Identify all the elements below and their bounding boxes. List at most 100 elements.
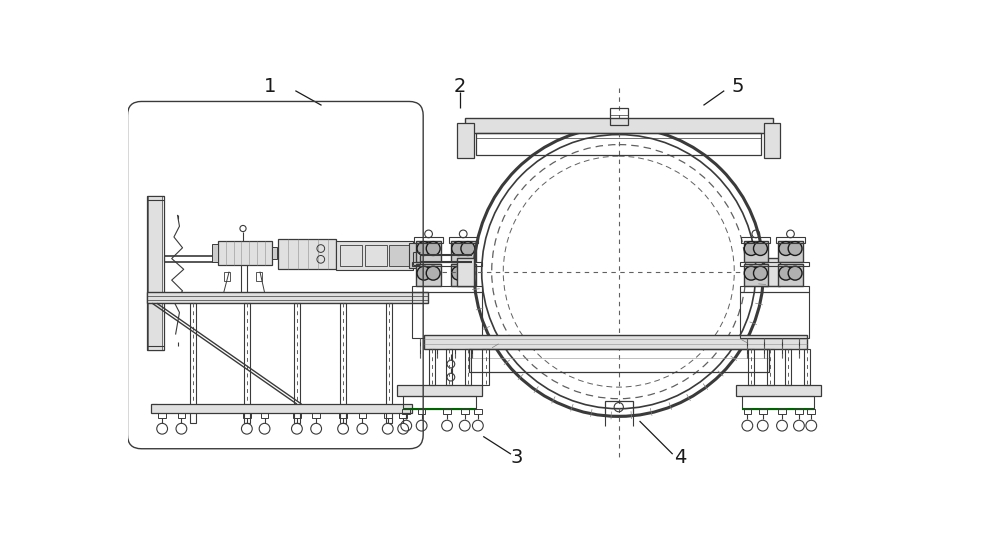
Bar	[740, 262, 809, 266]
Bar	[461, 410, 469, 414]
Text: 5: 5	[732, 77, 744, 96]
Bar	[403, 395, 476, 410]
Bar	[474, 410, 482, 414]
Bar	[465, 118, 773, 133]
Circle shape	[744, 242, 758, 256]
Bar	[610, 108, 628, 125]
Bar	[416, 241, 441, 262]
Bar	[384, 413, 392, 418]
Bar	[412, 262, 482, 266]
Bar	[190, 303, 196, 423]
Bar	[740, 286, 809, 292]
Bar	[451, 241, 476, 262]
Bar	[744, 264, 768, 286]
Bar	[389, 245, 410, 266]
Bar	[365, 245, 387, 266]
Bar	[457, 123, 474, 158]
Circle shape	[788, 266, 802, 280]
Bar	[336, 241, 413, 270]
Bar	[795, 410, 803, 414]
Bar	[742, 395, 814, 410]
Bar	[804, 349, 810, 385]
Bar	[151, 404, 412, 413]
Bar	[147, 293, 428, 303]
Bar	[465, 349, 471, 385]
Bar	[243, 413, 251, 418]
Bar	[476, 133, 761, 154]
Bar	[261, 413, 268, 418]
Bar	[358, 413, 366, 418]
Bar	[446, 349, 452, 385]
Bar	[744, 241, 768, 262]
Circle shape	[417, 266, 431, 280]
Bar	[148, 196, 162, 350]
Bar	[416, 264, 441, 286]
Circle shape	[452, 266, 466, 280]
Bar	[778, 264, 803, 286]
Bar	[278, 239, 336, 269]
Bar	[449, 237, 478, 243]
Circle shape	[779, 242, 793, 256]
Bar	[741, 237, 770, 243]
Bar	[807, 410, 815, 414]
Bar	[409, 243, 420, 268]
Bar	[293, 413, 301, 418]
Bar	[744, 410, 751, 414]
Bar	[451, 264, 476, 286]
Bar	[399, 413, 407, 418]
Bar	[402, 410, 410, 414]
Circle shape	[744, 266, 758, 280]
Bar	[748, 349, 754, 385]
Bar	[224, 271, 230, 281]
Bar	[429, 349, 435, 385]
Bar	[340, 245, 362, 266]
Bar	[740, 292, 809, 338]
Bar	[312, 413, 320, 418]
Bar	[178, 413, 185, 418]
Bar	[386, 303, 392, 423]
Circle shape	[417, 242, 431, 256]
Text: 3: 3	[510, 448, 523, 467]
Bar	[424, 335, 807, 349]
Bar	[412, 292, 482, 338]
Bar	[397, 385, 482, 395]
Bar	[147, 196, 164, 350]
Circle shape	[754, 242, 767, 256]
Circle shape	[426, 266, 440, 280]
Bar	[443, 410, 451, 414]
Bar	[767, 349, 774, 385]
Bar	[605, 401, 633, 415]
Bar	[340, 303, 346, 423]
Circle shape	[788, 242, 802, 256]
Circle shape	[461, 266, 475, 280]
Bar	[778, 410, 786, 414]
Circle shape	[779, 266, 793, 280]
Bar	[294, 303, 300, 423]
Bar	[256, 271, 262, 281]
Bar	[158, 413, 166, 418]
Bar	[469, 349, 769, 372]
Bar	[764, 123, 780, 158]
Bar	[218, 241, 272, 265]
Bar	[482, 349, 489, 385]
Text: 2: 2	[454, 77, 466, 96]
Circle shape	[452, 242, 466, 256]
Bar	[778, 241, 803, 262]
Bar	[764, 258, 780, 286]
Circle shape	[426, 242, 440, 256]
Text: 4: 4	[674, 448, 687, 467]
Text: 1: 1	[264, 77, 276, 96]
Bar	[418, 410, 425, 414]
Circle shape	[461, 242, 475, 256]
Bar	[272, 247, 277, 259]
Bar	[785, 349, 791, 385]
Bar	[212, 244, 218, 262]
Bar	[759, 410, 767, 414]
Circle shape	[754, 266, 767, 280]
Bar	[412, 286, 482, 292]
Bar	[736, 385, 821, 395]
Bar	[457, 258, 474, 286]
Bar	[414, 237, 443, 243]
Bar	[244, 303, 250, 423]
Bar	[339, 413, 347, 418]
